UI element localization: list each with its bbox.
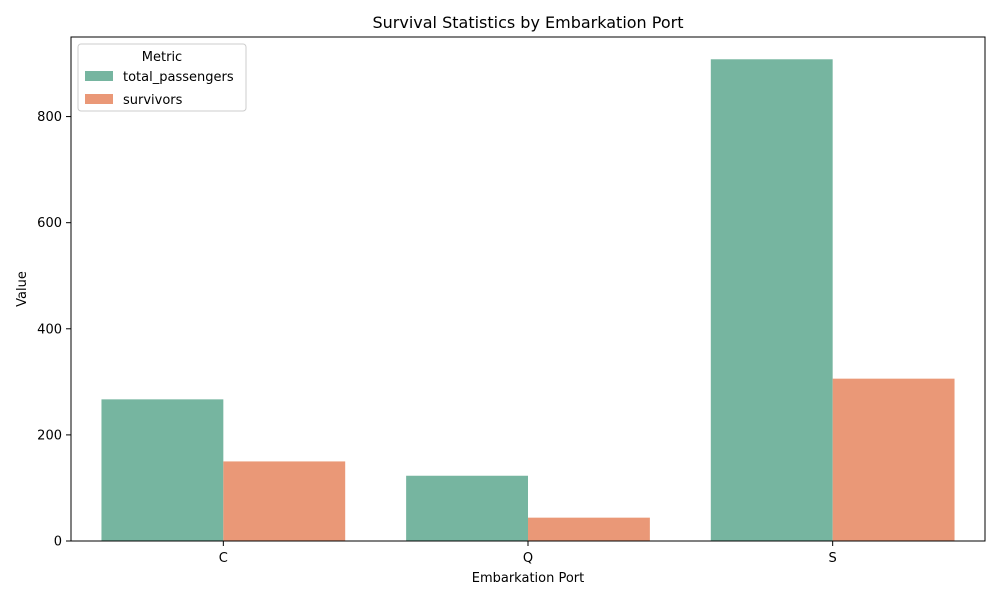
y-tick-label: 800 bbox=[37, 110, 62, 125]
x-axis-label: Embarkation Port bbox=[472, 571, 585, 586]
y-axis-label: Value bbox=[15, 271, 30, 307]
bar-total_passengers-Q bbox=[406, 475, 528, 541]
bar-total_passengers-C bbox=[101, 399, 224, 541]
y-tick-label: 600 bbox=[37, 216, 62, 231]
bar-total_passengers-S bbox=[710, 59, 833, 541]
legend-swatch-survivors bbox=[85, 94, 113, 104]
x-tick-label: C bbox=[219, 551, 228, 566]
legend-swatch-total_passengers bbox=[85, 71, 113, 81]
bar-survivors-C bbox=[223, 461, 346, 541]
legend-label-survivors: survivors bbox=[123, 93, 183, 108]
y-tick-label: 200 bbox=[37, 428, 62, 443]
bar-survivors-Q bbox=[528, 517, 650, 541]
x-tick-label: Q bbox=[523, 551, 533, 566]
chart-title: Survival Statistics by Embarkation Port bbox=[372, 13, 683, 32]
bar-survivors-S bbox=[832, 378, 955, 541]
legend-title: Metric bbox=[142, 50, 182, 65]
y-tick-label: 400 bbox=[37, 322, 62, 337]
legend-label-total_passengers: total_passengers bbox=[123, 70, 234, 85]
x-tick-label: S bbox=[829, 551, 837, 566]
legend-box bbox=[77, 43, 247, 112]
y-tick-label: 0 bbox=[54, 535, 62, 550]
plot-area: 0 200 400 600 800 C Q S Metric total_passengerssu… bbox=[37, 36, 986, 566]
